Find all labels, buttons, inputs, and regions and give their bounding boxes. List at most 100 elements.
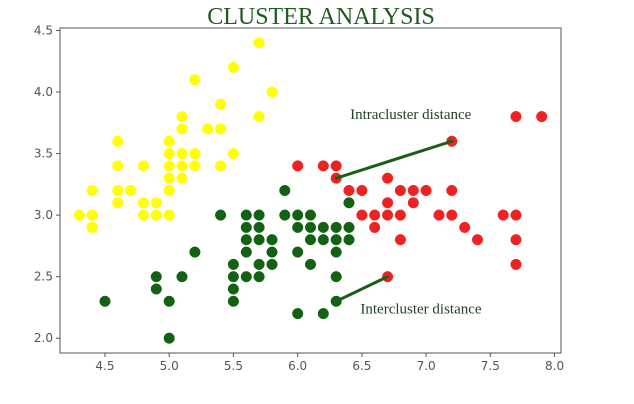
data-point-series-3 — [433, 209, 445, 221]
y-tick-label: 2.0 — [34, 331, 53, 345]
data-point-series-1 — [163, 135, 175, 147]
data-point-series-1 — [137, 160, 150, 172]
data-point-series-2 — [176, 271, 188, 283]
data-point-series-3 — [394, 184, 406, 197]
x-tick-label: 4.5 — [95, 359, 114, 373]
data-point-series-3 — [471, 234, 484, 246]
data-point-series-2 — [227, 258, 239, 270]
y-tick-label: 3.0 — [34, 208, 53, 222]
data-point-series-2 — [292, 308, 304, 320]
data-point-series-2 — [266, 258, 278, 270]
plot-frame — [59, 27, 562, 354]
data-point-series-1 — [176, 160, 188, 172]
data-point-series-1 — [189, 160, 201, 172]
data-point-series-2 — [304, 209, 317, 221]
data-point-series-1 — [215, 123, 227, 135]
data-point-series-1 — [125, 184, 137, 197]
data-point-series-2 — [343, 234, 355, 246]
data-point-series-1 — [163, 160, 175, 172]
data-point-series-2 — [343, 221, 355, 233]
data-point-series-3 — [356, 184, 368, 197]
data-point-series-2 — [317, 234, 329, 246]
data-point-series-3 — [497, 209, 509, 221]
data-point-series-2 — [330, 271, 342, 283]
data-point-series-1 — [253, 111, 265, 123]
data-point-series-1 — [73, 209, 85, 221]
data-point-series-3 — [459, 221, 471, 233]
x-tick-label: 5.5 — [224, 359, 243, 373]
data-point-series-2 — [317, 221, 329, 233]
data-point-series-2 — [240, 271, 252, 283]
data-point-series-2 — [304, 258, 317, 270]
y-tick-label: 3.5 — [34, 147, 53, 161]
data-point-series-3 — [394, 234, 406, 246]
data-point-series-1 — [176, 148, 188, 160]
data-point-series-3 — [407, 184, 419, 197]
y-tick-label: 2.5 — [34, 270, 53, 284]
data-point-series-1 — [112, 135, 124, 147]
data-point-series-1 — [86, 184, 98, 197]
data-point-series-2 — [227, 283, 239, 295]
data-point-series-1 — [150, 197, 162, 209]
data-point-series-1 — [202, 123, 214, 135]
data-point-series-3 — [446, 184, 458, 197]
data-point-series-3 — [407, 197, 419, 209]
data-point-series-1 — [86, 221, 98, 233]
data-point-series-3 — [292, 160, 304, 172]
data-point-series-2 — [189, 246, 201, 258]
data-point-series-2 — [227, 295, 239, 307]
data-point-series-3 — [510, 258, 522, 270]
data-point-series-1 — [253, 37, 265, 49]
annotation-label: Intercluster distance — [360, 302, 482, 318]
data-point-series-3 — [446, 209, 458, 221]
data-point-series-3 — [536, 111, 548, 123]
y-tick-label: 4.0 — [34, 85, 53, 99]
data-point-series-1 — [227, 61, 239, 73]
data-point-series-2 — [330, 221, 342, 233]
data-point-series-2 — [292, 221, 304, 233]
data-point-series-1 — [227, 148, 239, 160]
annotation-line — [334, 139, 454, 180]
data-point-series-3 — [317, 160, 329, 172]
data-point-series-2 — [304, 234, 317, 246]
data-point-series-1 — [176, 111, 188, 123]
x-tick-label: 7.0 — [417, 359, 436, 373]
data-point-series-2 — [279, 184, 291, 197]
data-point-series-2 — [163, 332, 175, 344]
data-point-series-3 — [510, 234, 522, 246]
data-point-series-2 — [292, 246, 304, 258]
data-point-series-1 — [112, 197, 124, 209]
data-point-series-2 — [240, 221, 252, 233]
x-tick-label: 5.0 — [160, 359, 179, 373]
data-point-series-2 — [240, 209, 252, 221]
data-point-series-3 — [510, 209, 522, 221]
data-point-series-1 — [215, 160, 227, 172]
data-point-series-2 — [292, 209, 304, 221]
data-point-series-2 — [163, 295, 175, 307]
data-point-series-1 — [86, 209, 98, 221]
data-point-series-1 — [163, 184, 175, 197]
data-point-series-2 — [150, 283, 162, 295]
x-tick-label: 6.5 — [352, 359, 371, 373]
annotation-label: Intracluster distance — [350, 107, 472, 123]
data-point-series-2 — [253, 234, 265, 246]
data-point-series-1 — [176, 123, 188, 135]
data-point-series-1 — [266, 86, 278, 98]
data-point-series-2 — [253, 221, 265, 233]
data-point-series-3 — [394, 209, 406, 221]
data-point-series-1 — [112, 160, 124, 172]
data-point-series-2 — [266, 234, 278, 246]
data-point-series-2 — [266, 246, 278, 258]
data-point-series-1 — [215, 98, 227, 110]
annotation-line — [334, 275, 390, 303]
data-point-series-1 — [163, 172, 175, 184]
data-point-series-3 — [356, 209, 368, 221]
data-point-series-1 — [137, 209, 150, 221]
data-point-series-3 — [382, 172, 394, 184]
data-point-series-2 — [343, 197, 355, 209]
data-point-series-3 — [330, 160, 342, 172]
data-point-series-2 — [279, 209, 291, 221]
data-point-series-3 — [382, 197, 394, 209]
data-point-series-1 — [189, 74, 201, 86]
